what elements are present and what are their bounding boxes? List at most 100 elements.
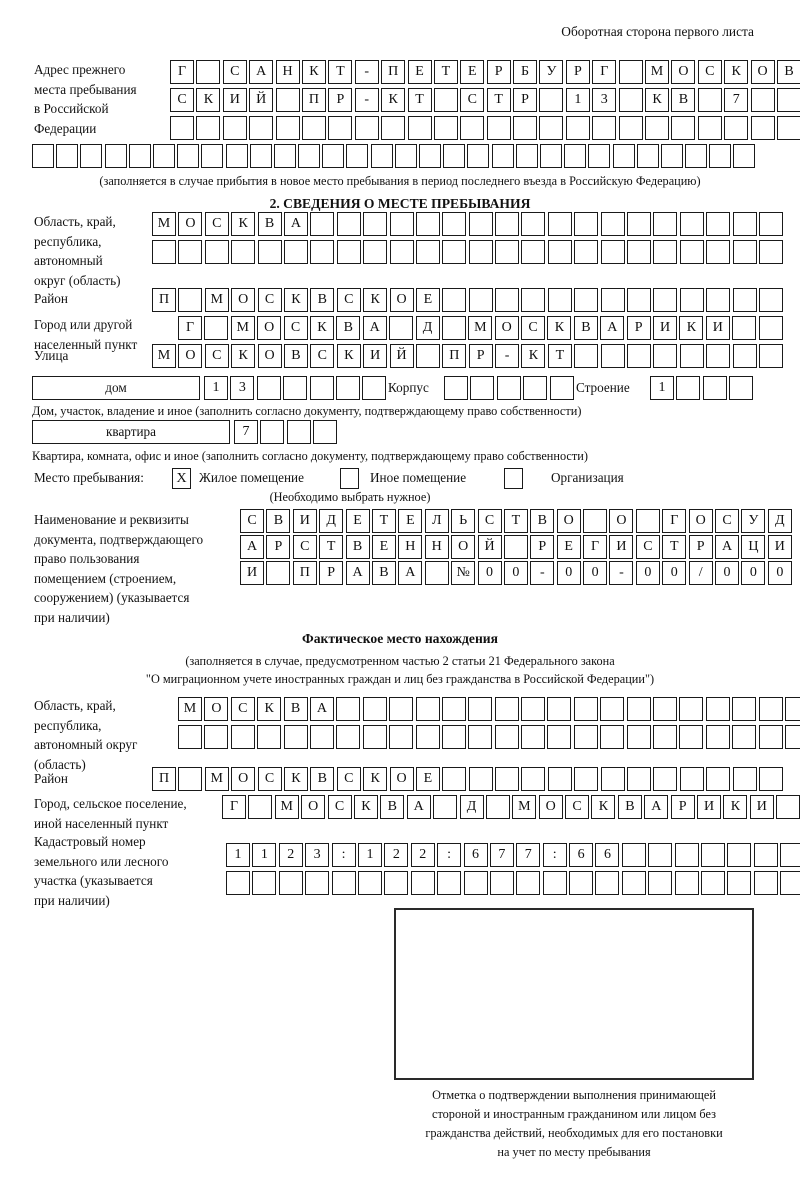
char-cell[interactable] [573,697,598,721]
char-cell[interactable]: О [178,212,203,236]
char-cell[interactable]: С [283,316,308,340]
char-cell[interactable] [331,871,356,895]
char-cell[interactable] [222,116,247,140]
char-cell[interactable]: К [353,795,378,819]
char-cell[interactable] [709,144,732,168]
char-cell[interactable]: - [495,344,520,368]
char-cell[interactable]: О [389,288,414,312]
char-cell[interactable]: И [705,316,730,340]
char-cell[interactable]: О [257,344,282,368]
char-cell[interactable]: М [152,344,176,368]
char-cell[interactable] [627,344,652,368]
char-cell[interactable]: А [309,697,334,721]
char-cell[interactable]: К [645,88,670,112]
char-cell[interactable] [679,344,704,368]
char-cell[interactable]: М [204,288,229,312]
char-cell[interactable]: О [204,697,229,721]
char-cell[interactable] [547,697,572,721]
stamp-box[interactable] [394,908,754,1080]
char-cell[interactable] [441,697,466,721]
char-cell[interactable] [521,212,546,236]
char-cell[interactable] [433,88,458,112]
char-cell[interactable] [573,725,598,749]
char-cell[interactable] [732,240,757,264]
flat-number-cells[interactable]: 7 [234,420,340,444]
char-cell[interactable]: Й [249,88,274,112]
char-cell[interactable]: И [653,316,678,340]
char-cell[interactable]: К [231,344,256,368]
char-cell[interactable]: В [257,212,282,236]
char-cell[interactable]: К [283,767,308,791]
char-cell[interactable] [729,376,754,400]
char-cell[interactable]: Г [222,795,246,819]
char-cell[interactable] [443,144,466,168]
char-cell[interactable] [627,212,652,236]
document-row-3[interactable]: И П Р А В А № 0 0-0 0-0 0/0 0 0 [240,561,794,585]
char-cell[interactable] [732,344,757,368]
char-cell[interactable]: С [292,535,317,559]
char-cell[interactable]: 0 [583,561,608,585]
char-cell[interactable]: В [336,316,361,340]
char-cell[interactable]: К [309,316,334,340]
char-cell[interactable] [600,697,625,721]
char-cell[interactable]: И [240,561,264,585]
char-cell[interactable] [627,767,652,791]
char-cell[interactable]: К [591,795,616,819]
char-cell[interactable]: С [240,509,264,533]
char-cell[interactable]: У [741,509,766,533]
char-cell[interactable] [674,843,699,867]
char-cell[interactable] [539,144,562,168]
char-cell[interactable]: К [547,316,572,340]
char-cell[interactable] [389,697,414,721]
char-cell[interactable]: О [688,509,713,533]
char-cell[interactable]: 0 [635,561,660,585]
char-cell[interactable]: М [178,697,202,721]
char-cell[interactable]: В [380,795,405,819]
prev-address-row-4[interactable] [32,144,758,168]
char-cell[interactable]: С [715,509,740,533]
char-cell[interactable] [415,240,440,264]
char-cell[interactable]: С [327,795,352,819]
char-cell[interactable] [679,697,704,721]
char-cell[interactable] [489,871,514,895]
char-cell[interactable]: № [451,561,476,585]
char-cell[interactable] [444,376,468,400]
section2-region-row-2[interactable] [152,240,785,264]
char-cell[interactable] [419,144,441,168]
char-cell[interactable] [547,212,572,236]
char-cell[interactable] [278,871,303,895]
char-cell[interactable] [732,767,757,791]
char-cell[interactable]: Е [371,535,396,559]
char-cell[interactable]: О [671,60,696,84]
char-cell[interactable] [177,144,200,168]
char-cell[interactable] [780,843,800,867]
char-cell[interactable]: А [345,561,370,585]
char-cell[interactable]: В [345,535,370,559]
char-cell[interactable] [468,288,493,312]
char-cell[interactable]: Е [345,509,370,533]
char-cell[interactable] [685,144,708,168]
char-cell[interactable]: К [231,212,256,236]
char-cell[interactable] [600,212,625,236]
char-cell[interactable]: Д [415,316,440,340]
char-cell[interactable] [389,316,414,340]
char-cell[interactable]: 1 [252,843,277,867]
char-cell[interactable] [701,871,726,895]
char-cell[interactable]: В [266,509,291,533]
char-cell[interactable] [415,725,440,749]
char-cell[interactable]: И [609,535,634,559]
char-cell[interactable]: 3 [230,376,255,400]
char-cell[interactable] [336,212,361,236]
char-cell[interactable]: В [310,767,335,791]
char-cell[interactable] [653,288,678,312]
char-cell[interactable] [706,240,731,264]
char-cell[interactable] [354,116,379,140]
char-cell[interactable] [618,88,643,112]
char-cell[interactable] [547,288,572,312]
char-cell[interactable] [152,240,176,264]
char-cell[interactable] [128,144,151,168]
char-cell[interactable] [381,116,406,140]
char-cell[interactable] [697,116,722,140]
